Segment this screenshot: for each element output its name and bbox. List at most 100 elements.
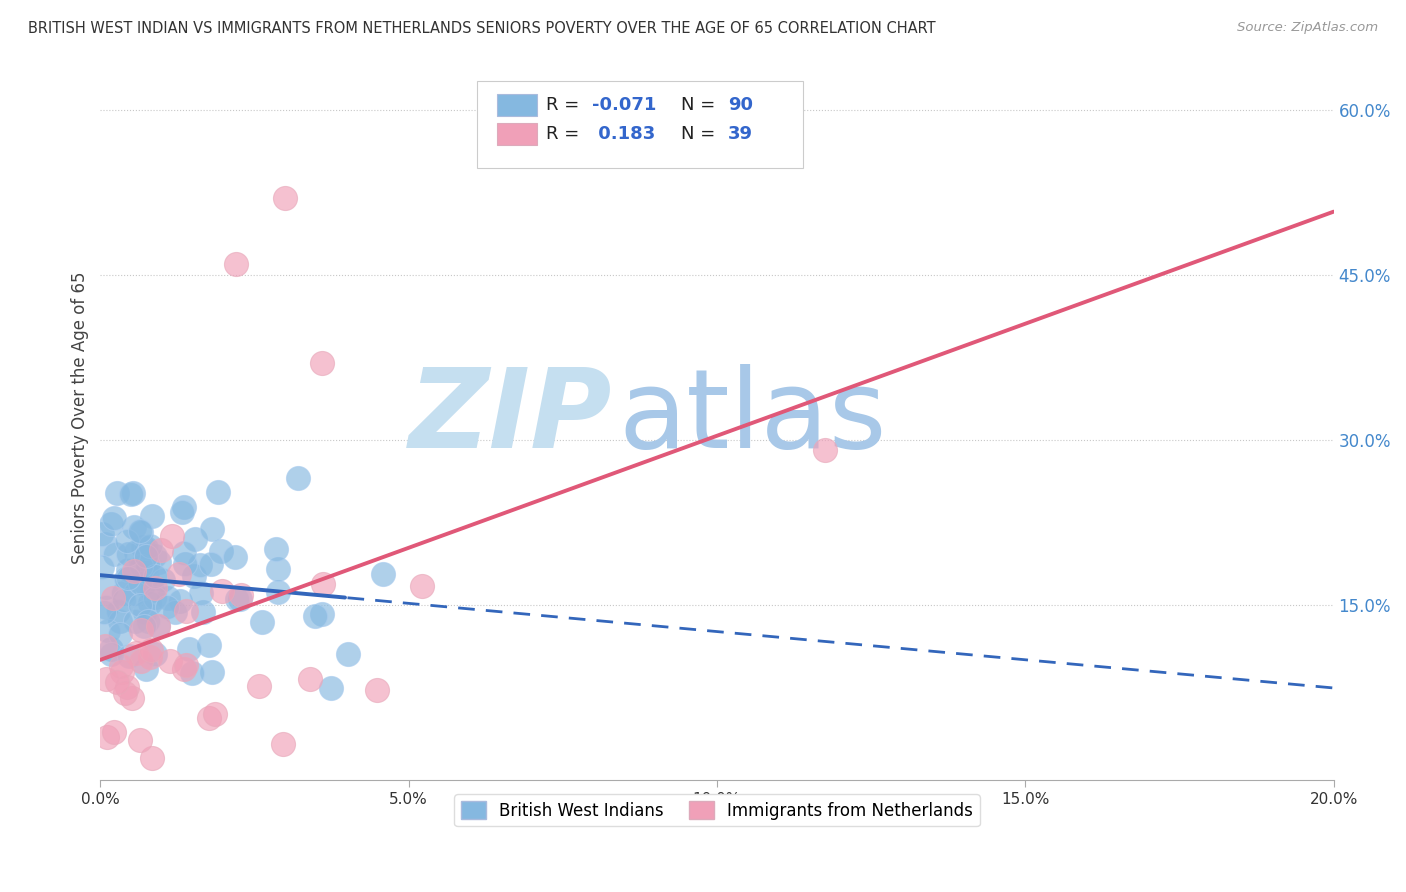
FancyBboxPatch shape [498,95,537,116]
Point [149,543,172,558]
Point [172,505,194,519]
Point [129,599,152,613]
Point [91,527,114,541]
Point [366,682,388,697]
Point [156,600,179,615]
Point [100,647,122,661]
Point [93,606,115,620]
Point [274,191,297,205]
Point [139,649,162,664]
Point [197,711,219,725]
Point [117,571,139,585]
Point [312,577,335,591]
Text: 0.183: 0.183 [592,125,655,144]
Point [174,557,197,571]
Point [131,558,153,573]
Point [267,585,290,599]
Point [112,586,135,600]
Y-axis label: Seniors Poverty Over the Age of 65: Seniors Poverty Over the Age of 65 [72,271,89,564]
Text: R =: R = [546,125,585,144]
Point [146,619,169,633]
Point [136,565,159,579]
FancyBboxPatch shape [477,80,803,168]
Point [103,511,125,525]
Point [129,524,152,538]
Point [122,520,145,534]
Point [814,443,837,458]
Point [271,738,294,752]
Point [143,549,166,564]
Point [103,724,125,739]
Point [114,572,136,586]
Point [204,707,226,722]
Text: BRITISH WEST INDIAN VS IMMIGRANTS FROM NETHERLANDS SENIORS POVERTY OVER THE AGE : BRITISH WEST INDIAN VS IMMIGRANTS FROM N… [28,21,936,36]
Point [139,596,162,610]
Point [174,657,197,672]
Point [121,691,143,706]
Point [229,592,252,607]
Point [115,534,138,549]
Point [141,582,163,597]
Point [190,586,212,600]
Point [143,581,166,595]
Point [183,569,205,583]
Point [124,564,146,578]
Point [118,648,141,663]
Text: -0.071: -0.071 [592,96,657,114]
Point [135,541,157,556]
Point [94,639,117,653]
Point [105,675,128,690]
Point [209,544,232,558]
Point [173,662,195,676]
Point [108,626,131,640]
Point [173,500,195,514]
Point [224,550,246,565]
Point [180,666,202,681]
Point [114,686,136,700]
Point [146,618,169,632]
Point [129,623,152,637]
Point [103,591,125,605]
Point [264,542,287,557]
Point [152,573,174,587]
Point [134,575,156,590]
Point [299,672,322,686]
Point [200,557,222,571]
Point [267,562,290,576]
Text: Source: ZipAtlas.com: Source: ZipAtlas.com [1237,21,1378,34]
Text: R =: R = [546,96,585,114]
Point [141,509,163,524]
Point [174,604,197,618]
Point [211,584,233,599]
Point [139,643,162,657]
Point [138,558,160,573]
Point [169,566,191,581]
Point [124,614,146,628]
Point [96,624,118,638]
Text: 39: 39 [728,125,754,144]
Point [163,605,186,619]
Point [104,547,127,561]
Point [111,665,134,680]
Point [96,580,118,594]
FancyBboxPatch shape [498,123,537,145]
Point [304,608,326,623]
Text: N =: N = [682,96,721,114]
Point [225,257,247,271]
Point [108,614,131,628]
Point [143,591,166,606]
Point [135,549,157,564]
Point [105,486,128,500]
Point [247,679,270,693]
Point [128,576,150,591]
Point [136,614,159,628]
Point [207,485,229,500]
Point [311,607,333,622]
Point [91,559,114,574]
Point [124,586,146,600]
Point [135,662,157,676]
Point [337,647,360,661]
Point [157,591,180,606]
Point [287,470,309,484]
Text: N =: N = [682,125,721,144]
